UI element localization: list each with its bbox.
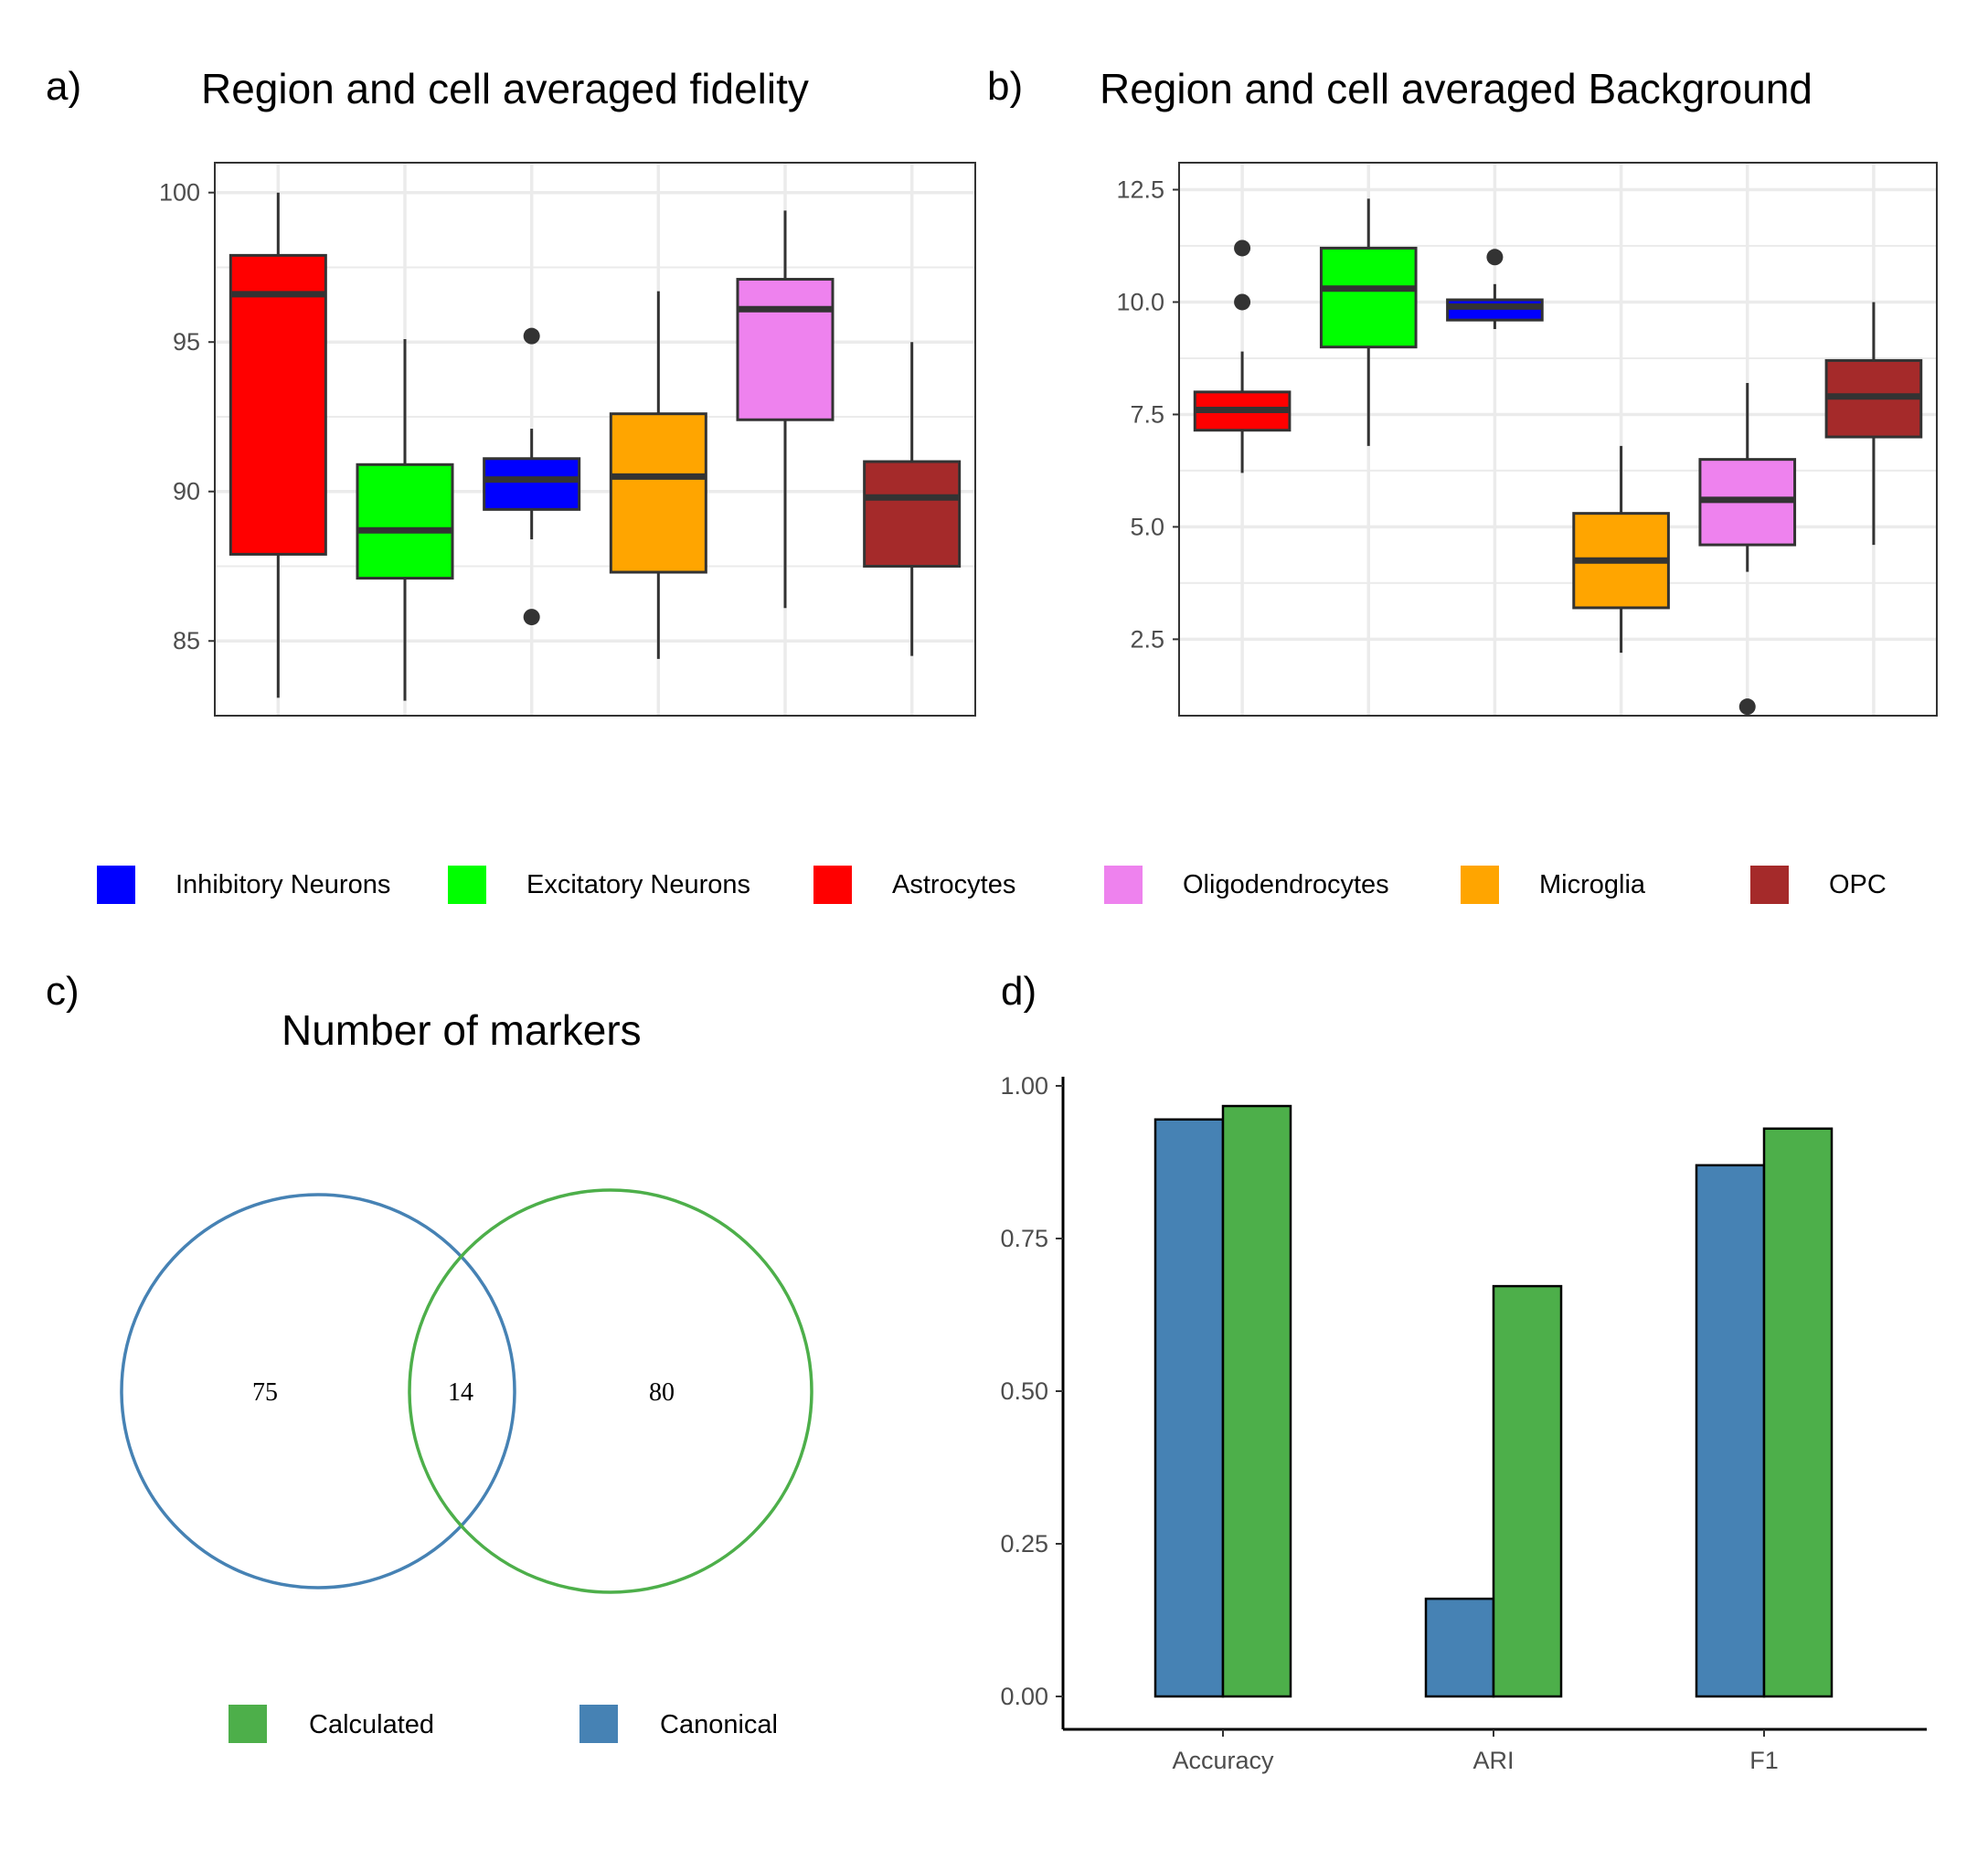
outlier-point: [523, 327, 540, 345]
y-tick-label: 12.5: [1116, 176, 1164, 204]
panel-c-letter: c): [46, 969, 80, 1014]
box-oligodendrocytes: [1698, 383, 1797, 716]
bar-canonical-accuracy: [1153, 1118, 1225, 1698]
legend-swatch: [1461, 866, 1499, 904]
legend-label: Calculated: [309, 1710, 434, 1739]
panel-b-title: Region and cell averaged Background: [1100, 65, 1813, 112]
legend-swatch: [1750, 866, 1789, 904]
outlier-point: [523, 609, 540, 626]
box-iqr: [483, 457, 581, 511]
bar-calculated-ari: [1492, 1284, 1563, 1698]
y-tick-label: 0.50: [1000, 1377, 1048, 1405]
box-iqr: [609, 412, 707, 574]
outlier-point: [1486, 249, 1504, 266]
box-iqr: [736, 278, 835, 421]
panel-c-title: Number of markers: [282, 1006, 642, 1054]
legend-label: Astrocytes: [892, 870, 1015, 899]
legend-item: Microglia: [1461, 866, 1646, 904]
legend-swatch: [97, 866, 135, 904]
legend-label: Excitatory Neurons: [526, 870, 750, 899]
bar-canonical-ari: [1424, 1597, 1495, 1698]
plot-background: [215, 163, 975, 716]
outlier-point: [1234, 293, 1251, 311]
panel-b-letter: b): [987, 64, 1024, 109]
bar-calculated-f1: [1762, 1127, 1834, 1698]
box-iqr: [1319, 246, 1418, 349]
panel-a-title: Region and cell averaged fidelity: [201, 65, 809, 112]
panel-a-letter: a): [46, 64, 82, 109]
legend-label: Canonical: [660, 1710, 778, 1739]
y-tick-label: 100: [159, 179, 200, 207]
bar-calculated-accuracy: [1221, 1104, 1292, 1698]
box-inhibitory-neurons: [483, 327, 581, 626]
legend-swatch: [1104, 866, 1143, 904]
plot-background: [1179, 163, 1937, 716]
y-tick-label: 5.0: [1130, 513, 1164, 540]
y-tick-label: 10.0: [1116, 288, 1164, 315]
legend-item: Excitatory Neurons: [448, 866, 750, 904]
box-excitatory-neurons: [356, 338, 454, 701]
legend-item: Inhibitory Neurons: [97, 866, 390, 904]
legend-swatch: [579, 1705, 618, 1743]
legend-swatch: [448, 866, 486, 904]
y-tick-label: 0.75: [1000, 1225, 1048, 1252]
chart-b-boxplot: 2.5 5.0 7.5 10.0 12.5: [1116, 162, 1938, 717]
box-inhibitory-neurons: [1446, 249, 1544, 329]
legend-label: OPC: [1829, 870, 1887, 899]
bar-canonical-f1: [1695, 1164, 1766, 1698]
legend-item: Calculated: [229, 1705, 434, 1743]
legend-item: Oligodendrocytes: [1104, 866, 1389, 904]
marker-source-legend: Calculated Canonical: [229, 1705, 778, 1743]
legend-swatch: [813, 866, 852, 904]
outlier-point: [1738, 698, 1756, 716]
plot-border: [214, 162, 976, 717]
legend-label: Microglia: [1539, 870, 1646, 899]
box-opc: [863, 342, 962, 656]
y-tick-label: 85: [173, 627, 200, 654]
chart-a-boxplot: 85 90 95 100: [159, 162, 976, 717]
legend-item: Astrocytes: [813, 866, 1015, 904]
cell-type-legend: Inhibitory Neurons Excitatory Neurons Astr…: [97, 866, 1887, 904]
box-microglia: [609, 291, 707, 659]
y-tick-label: 95: [173, 328, 200, 356]
y-tick-label: 2.5: [1130, 625, 1164, 653]
box-microglia: [1572, 445, 1670, 654]
box-astrocytes: [1193, 239, 1292, 473]
y-tick-label: 0.00: [1000, 1683, 1048, 1710]
panel-d-letter: d): [1001, 969, 1037, 1014]
x-tick-label: ARI: [1472, 1747, 1514, 1774]
venn-count: 14: [448, 1378, 473, 1407]
legend-label: Inhibitory Neurons: [175, 870, 390, 899]
legend-swatch: [229, 1705, 267, 1743]
venn-count: 80: [649, 1378, 675, 1407]
box-opc: [1824, 302, 1923, 546]
x-tick-label: Accuracy: [1172, 1747, 1274, 1774]
legend-item: OPC: [1750, 866, 1887, 904]
outlier-point: [1234, 239, 1251, 257]
box-astrocytes: [229, 192, 327, 698]
box-oligodendrocytes: [736, 210, 835, 609]
chart-c-venn: 75 14 80: [120, 1188, 813, 1594]
x-tick-label: F1: [1749, 1747, 1779, 1774]
plot-border: [1178, 162, 1938, 717]
y-tick-label: 0.25: [1000, 1530, 1048, 1558]
box-iqr: [229, 253, 327, 556]
venn-circle-calculated: [408, 1188, 813, 1594]
legend-item: Canonical: [579, 1705, 778, 1743]
y-tick-label: 7.5: [1130, 400, 1164, 428]
box-iqr: [1446, 298, 1544, 322]
box-iqr: [863, 460, 962, 568]
box-excitatory-neurons: [1319, 198, 1418, 446]
venn-circle-canonical: [120, 1193, 516, 1590]
box-iqr: [356, 462, 454, 580]
y-tick-label: 1.00: [1000, 1072, 1048, 1100]
venn-count: 75: [252, 1378, 278, 1407]
y-tick-label: 90: [173, 478, 200, 505]
chart-d-bar: 0.00 0.25 0.50 0.75 1.00 Accuracy ARI F1: [1000, 1072, 1927, 1774]
legend-label: Oligodendrocytes: [1183, 870, 1389, 899]
